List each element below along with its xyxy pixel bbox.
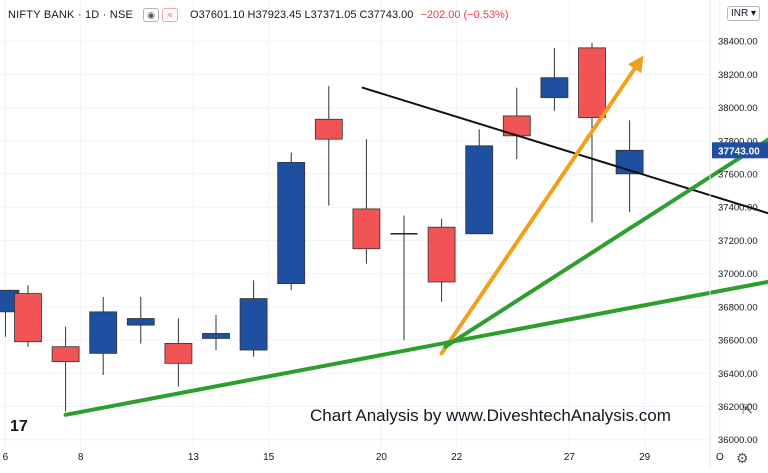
tradingview-logo[interactable]: 17 — [10, 418, 28, 435]
candle-body — [164, 342, 193, 364]
candle-body — [89, 311, 118, 354]
y-tick-label: 36600.00 — [718, 336, 758, 347]
eye-icon[interactable]: ◉ — [143, 8, 160, 22]
symbol-title[interactable]: NIFTY BANK · 1D · NSE — [8, 9, 134, 21]
x-tick-label: 27 — [564, 452, 576, 463]
x-tick-label: 13 — [188, 452, 200, 463]
y-tick-label: 36000.00 — [718, 435, 758, 446]
y-tick-label: 38400.00 — [718, 37, 758, 48]
candle-bullish — [615, 120, 644, 213]
candle-body — [277, 162, 306, 285]
low-value: 37371.05 — [310, 9, 357, 21]
candle-body — [578, 47, 606, 118]
trendline-green-trend — [63, 279, 768, 417]
y-tick-label: 38000.00 — [718, 103, 758, 114]
y-tick-label: 37000.00 — [718, 269, 758, 280]
x-tick-label: 15 — [263, 452, 275, 463]
candle-body — [352, 208, 381, 250]
candle-bearish — [164, 318, 193, 387]
candle-body — [51, 346, 80, 363]
close-label: C — [359, 9, 368, 21]
candle-body — [314, 118, 343, 140]
y-tick-label: 37600.00 — [718, 170, 758, 181]
candle-body — [14, 293, 42, 343]
candle-body — [540, 77, 569, 99]
x-tick-label: 20 — [376, 452, 388, 463]
candle-bearish — [427, 218, 456, 302]
x-tick-label: 8 — [78, 452, 84, 463]
ohlc-readout: O37601.10 H37923.45 L37371.05 C37743.00 … — [190, 9, 508, 21]
candle-body — [126, 318, 155, 326]
candle-bearish — [51, 326, 80, 412]
low-label: L — [304, 9, 311, 21]
y-tick-label: 38200.00 — [718, 70, 758, 81]
trendline-black-trend — [361, 86, 768, 215]
candle-bullish — [540, 47, 569, 111]
candle-bearish — [314, 86, 343, 206]
y-tick-label: 36400.00 — [718, 369, 758, 380]
candle-bullish — [89, 296, 118, 375]
high-label: H — [247, 9, 256, 21]
candle-bearish — [14, 285, 42, 347]
y-tick-label: 37400.00 — [718, 203, 758, 214]
currency-label: INR — [731, 8, 749, 19]
cursor-icon: ⇱ — [742, 402, 753, 417]
candle-bullish — [277, 152, 306, 291]
y-tick-label: 36200.00 — [718, 402, 758, 413]
y-tick-label: 36800.00 — [718, 302, 758, 313]
candle-bearish — [502, 87, 531, 160]
compare-icon[interactable]: ≈ — [162, 8, 179, 22]
currency-selector[interactable]: INR ▾ — [727, 6, 761, 21]
indicator-toggles[interactable]: ◉ ≈ — [143, 8, 179, 22]
x-tick-label: 22 — [451, 452, 463, 463]
x-tick-label: 29 — [639, 452, 651, 463]
open-label: O — [190, 9, 199, 21]
candle-bullish — [126, 296, 155, 344]
candle-body — [202, 333, 230, 339]
trendline-orange-trend — [439, 55, 644, 356]
candle-bearish — [390, 215, 418, 341]
last-price-tag — [712, 142, 768, 159]
x-tick-label: O — [716, 452, 724, 463]
candle-body — [239, 298, 268, 351]
y-tick-label: 37800.00 — [718, 136, 758, 147]
candle-bullish — [202, 315, 230, 351]
chevron-down-icon: ▾ — [748, 8, 757, 19]
candle-bearish — [352, 139, 381, 264]
candle-body — [465, 145, 494, 235]
change-value: −202.00 (−0.53%) — [420, 9, 509, 21]
open-value: 37601.10 — [198, 9, 245, 21]
x-tick-label: 6 — [3, 452, 9, 463]
high-value: 37923.45 — [255, 9, 302, 21]
watermark-text: Chart Analysis by www.DiveshtechAnalysis… — [310, 406, 671, 425]
close-value: 37743.00 — [367, 9, 414, 21]
candle-body — [427, 226, 456, 283]
chart-header: NIFTY BANK · 1D · NSE ◉ ≈ O37601.10 H379… — [8, 8, 509, 22]
candle-bullish — [239, 280, 268, 357]
last-price-label: 37743.00 — [718, 146, 760, 157]
candle-bullish — [465, 129, 494, 235]
gear-icon[interactable]: ⚙ — [736, 450, 749, 466]
y-tick-label: 37200.00 — [718, 236, 758, 247]
